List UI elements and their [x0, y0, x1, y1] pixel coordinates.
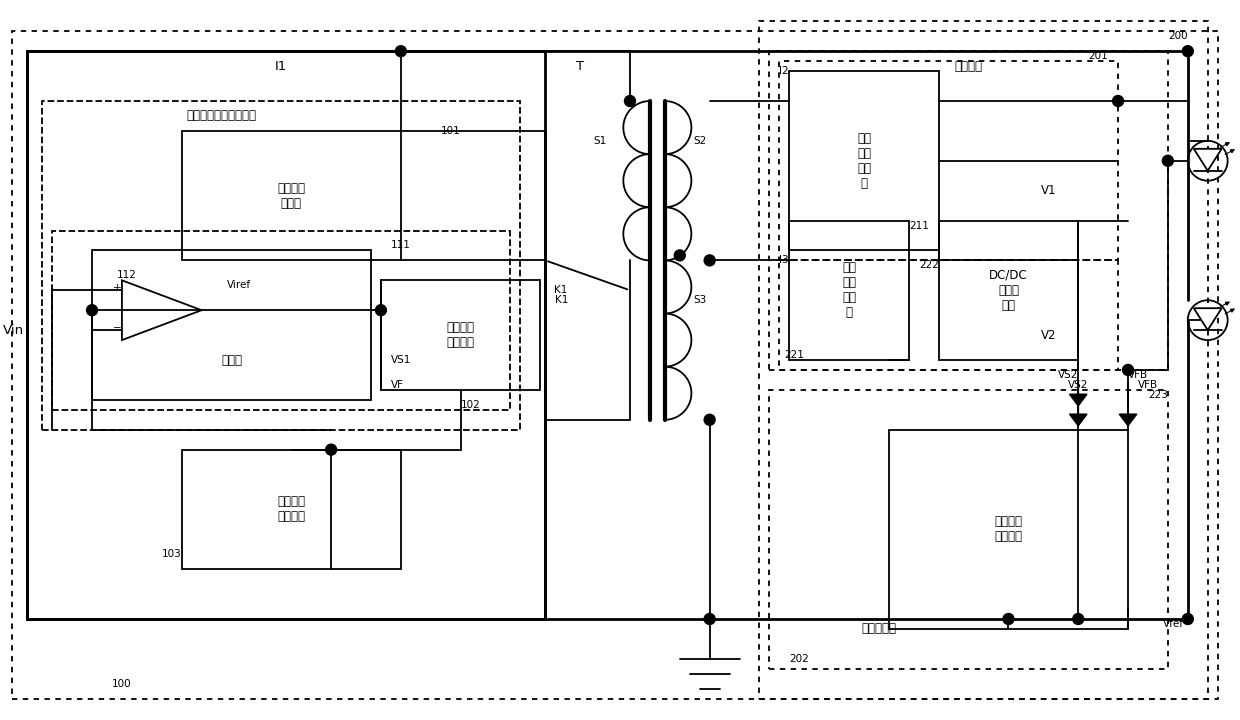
Circle shape: [704, 255, 715, 266]
Bar: [790, 71, 939, 251]
Text: S1: S1: [594, 136, 606, 146]
Text: 211: 211: [909, 220, 929, 230]
Text: I2: I2: [780, 66, 789, 76]
Text: S2: S2: [693, 136, 707, 146]
Text: 100: 100: [112, 679, 131, 689]
Text: I1: I1: [275, 60, 288, 73]
Polygon shape: [1194, 308, 1221, 330]
Text: 201: 201: [1089, 51, 1109, 61]
Bar: [780, 261, 1118, 370]
Text: V2: V2: [1040, 328, 1056, 341]
Bar: [759, 22, 1208, 698]
Text: 103: 103: [162, 549, 181, 559]
Bar: [780, 61, 1118, 261]
Text: VS2: VS2: [1058, 370, 1079, 380]
Circle shape: [1003, 613, 1014, 624]
Text: VFB: VFB: [1138, 380, 1158, 390]
Text: 200: 200: [1168, 31, 1188, 41]
Bar: [52, 230, 511, 410]
Circle shape: [1162, 156, 1173, 166]
Text: +: +: [113, 283, 122, 293]
Text: I3: I3: [780, 256, 789, 266]
Text: 电流环: 电流环: [221, 354, 242, 366]
Circle shape: [1122, 364, 1133, 375]
Text: 221: 221: [785, 350, 805, 360]
Circle shape: [326, 444, 336, 455]
Text: 223: 223: [1148, 390, 1168, 400]
Text: 驱动控制
子单元: 驱动控制 子单元: [278, 181, 305, 210]
Text: K1: K1: [556, 295, 569, 305]
Text: 原边电流
采样单元: 原边电流 采样单元: [446, 321, 475, 349]
Text: 101: 101: [440, 126, 460, 136]
Text: 第一
整流
子单
元: 第一 整流 子单 元: [857, 132, 870, 190]
Text: 第二
整流
子单
元: 第二 整流 子单 元: [842, 261, 856, 319]
Circle shape: [704, 414, 715, 426]
Circle shape: [1073, 613, 1084, 624]
Text: T: T: [577, 60, 584, 73]
Circle shape: [625, 96, 635, 107]
Circle shape: [675, 250, 686, 261]
Text: 电压环控
制子单元: 电压环控 制子单元: [994, 516, 1023, 544]
Text: −: −: [113, 323, 122, 333]
Text: DC/DC
变换子
单元: DC/DC 变换子 单元: [990, 269, 1028, 312]
Circle shape: [396, 45, 407, 57]
Text: VS2: VS2: [1068, 380, 1089, 390]
Bar: [889, 430, 1128, 629]
Bar: [27, 51, 546, 619]
Text: VF: VF: [391, 380, 404, 390]
Text: 202: 202: [790, 654, 810, 664]
Text: VS1: VS1: [391, 355, 412, 365]
Text: Viref: Viref: [227, 280, 250, 290]
Bar: [381, 280, 541, 390]
Text: 功率单元: 功率单元: [955, 60, 982, 73]
Circle shape: [1182, 45, 1193, 57]
Text: 222: 222: [919, 261, 939, 271]
Bar: [182, 450, 401, 570]
Bar: [182, 131, 401, 261]
Circle shape: [704, 613, 715, 624]
Bar: [770, 51, 1168, 370]
Bar: [790, 220, 909, 360]
Text: Vfef: Vfef: [1163, 619, 1184, 629]
Circle shape: [1182, 613, 1193, 624]
Bar: [42, 101, 521, 430]
Circle shape: [1112, 96, 1123, 107]
Text: 原边电流驱动控制单元: 原边电流驱动控制单元: [186, 109, 257, 122]
Text: V1: V1: [1040, 184, 1056, 197]
Text: Vin: Vin: [2, 323, 24, 337]
Text: 111: 111: [391, 240, 410, 251]
Text: 112: 112: [117, 270, 136, 280]
Text: K1: K1: [553, 285, 567, 295]
Text: 102: 102: [461, 400, 480, 410]
Bar: [92, 251, 371, 400]
Polygon shape: [1194, 149, 1221, 171]
Text: 补偿信号
产生单元: 补偿信号 产生单元: [278, 495, 305, 523]
Text: S3: S3: [693, 295, 707, 305]
Circle shape: [376, 305, 387, 315]
Circle shape: [87, 305, 98, 315]
Bar: [770, 390, 1168, 669]
Text: 去纹波单元: 去纹波单元: [862, 623, 897, 636]
Text: VFB: VFB: [1128, 370, 1148, 380]
Bar: [939, 220, 1079, 360]
